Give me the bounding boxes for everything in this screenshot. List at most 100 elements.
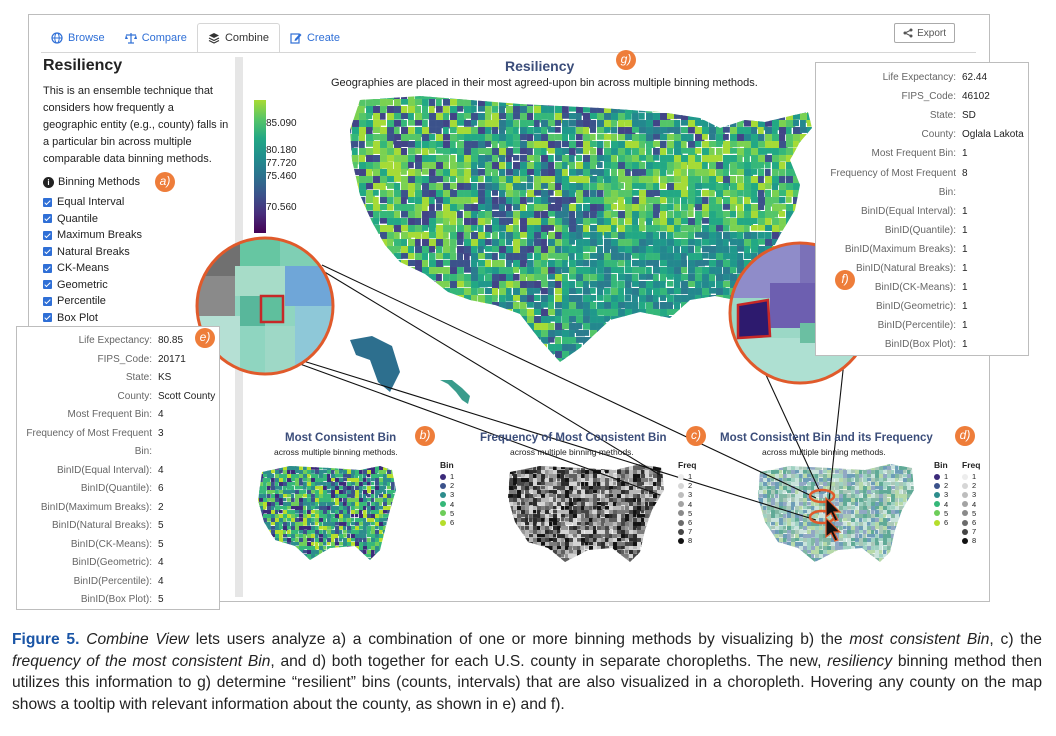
checkbox[interactable]	[43, 197, 52, 207]
county-cell	[645, 259, 654, 267]
checkbox[interactable]	[43, 214, 52, 224]
county-cell	[652, 329, 664, 340]
bin-and-frequency-map[interactable]	[755, 462, 921, 568]
county-cell	[644, 505, 650, 511]
county-cell	[575, 357, 583, 362]
county-cell	[278, 549, 285, 554]
county-cell	[648, 517, 654, 523]
alaska-shape[interactable]	[350, 336, 400, 392]
method-equal-interval[interactable]: Equal Interval	[43, 194, 235, 211]
county-cell	[302, 493, 308, 498]
checkbox[interactable]	[43, 296, 52, 306]
method-geometric[interactable]: Geometric	[43, 277, 235, 294]
county-cell	[532, 561, 538, 562]
county-cell	[708, 96, 717, 100]
tab-browse[interactable]: Browse	[41, 23, 115, 53]
county-cell	[638, 329, 647, 337]
county-cell	[428, 147, 436, 154]
county-cell	[310, 529, 316, 534]
county-cell	[645, 343, 652, 353]
county-cell	[282, 497, 287, 502]
county-cell	[351, 252, 361, 264]
county-cell	[624, 294, 632, 302]
method-box-plot[interactable]: Box Plot	[43, 310, 235, 327]
county-cell	[399, 550, 403, 554]
county-cell	[644, 477, 649, 483]
checkbox[interactable]	[43, 313, 52, 323]
county-cell	[255, 562, 261, 566]
county-cell	[358, 217, 366, 228]
county-cell	[370, 553, 377, 560]
county-cell	[645, 266, 652, 275]
county-cell	[554, 119, 562, 127]
county-cell	[750, 217, 758, 225]
county-cell	[722, 322, 730, 331]
county-cell	[350, 294, 353, 302]
export-button[interactable]: Export	[894, 23, 955, 43]
county-cell	[708, 294, 717, 303]
county-cell	[715, 259, 724, 268]
county-cell	[600, 464, 606, 467]
county-cell	[608, 464, 613, 468]
county-cell	[806, 217, 812, 228]
county-cell	[792, 168, 799, 177]
method-percentile[interactable]: Percentile	[43, 293, 235, 310]
checkbox[interactable]	[43, 247, 52, 257]
county-cell	[351, 294, 360, 303]
tab-create[interactable]: Create	[280, 23, 350, 53]
county-cell	[584, 553, 590, 559]
county-cell	[350, 252, 354, 261]
checkbox[interactable]	[43, 263, 52, 273]
county-cell	[477, 343, 486, 350]
county-cell	[278, 553, 283, 558]
county-cell	[382, 481, 388, 487]
county-cell	[656, 545, 661, 550]
county-cell	[648, 553, 654, 560]
county-cell	[680, 231, 689, 239]
checkbox[interactable]	[43, 280, 52, 290]
county-cell	[378, 489, 383, 494]
county-cell	[610, 96, 618, 98]
hawaii-shape[interactable]	[440, 380, 470, 404]
county-cell	[393, 315, 402, 324]
checkbox[interactable]	[43, 230, 52, 240]
county-cell	[435, 273, 443, 282]
county-cell	[526, 259, 534, 268]
county-cell	[799, 98, 810, 106]
county-cell	[258, 545, 265, 551]
county-cell	[729, 350, 740, 358]
county-cell	[687, 105, 697, 115]
county-cell	[491, 96, 501, 100]
county-cell	[282, 466, 289, 467]
county-cell	[758, 465, 764, 471]
county-cell	[375, 562, 380, 567]
county-cell	[547, 175, 557, 183]
county-cell	[722, 119, 730, 127]
county-cell	[778, 469, 783, 474]
county-cell	[722, 112, 730, 120]
county-cell	[648, 513, 653, 518]
frequency-map[interactable]	[505, 462, 671, 568]
county-cell	[390, 517, 396, 522]
county-cell	[645, 105, 653, 114]
tab-compare[interactable]: Compare	[115, 23, 197, 53]
county-cell	[463, 350, 474, 358]
county-cell	[708, 126, 718, 135]
method-natural-breaks[interactable]: Natural Breaks	[43, 244, 235, 261]
county-cell	[520, 464, 526, 469]
county-cell	[262, 466, 267, 472]
county-cell	[758, 473, 761, 480]
method-ck-means[interactable]: CK-Means	[43, 260, 235, 277]
method-quantile[interactable]: Quantile	[43, 211, 235, 228]
county-cell	[449, 308, 460, 317]
county-cell	[378, 466, 385, 467]
county-cell	[512, 501, 518, 506]
info-icon[interactable]: i	[43, 176, 54, 188]
county-cell	[351, 259, 359, 271]
tab-combine[interactable]: Combine	[196, 23, 280, 53]
method-maximum-breaks[interactable]: Maximum Breaks	[43, 227, 235, 244]
county-cell	[548, 537, 554, 542]
county-cell	[715, 308, 724, 320]
most-consistent-bin-map[interactable]	[255, 462, 405, 568]
county-cell	[378, 545, 386, 552]
